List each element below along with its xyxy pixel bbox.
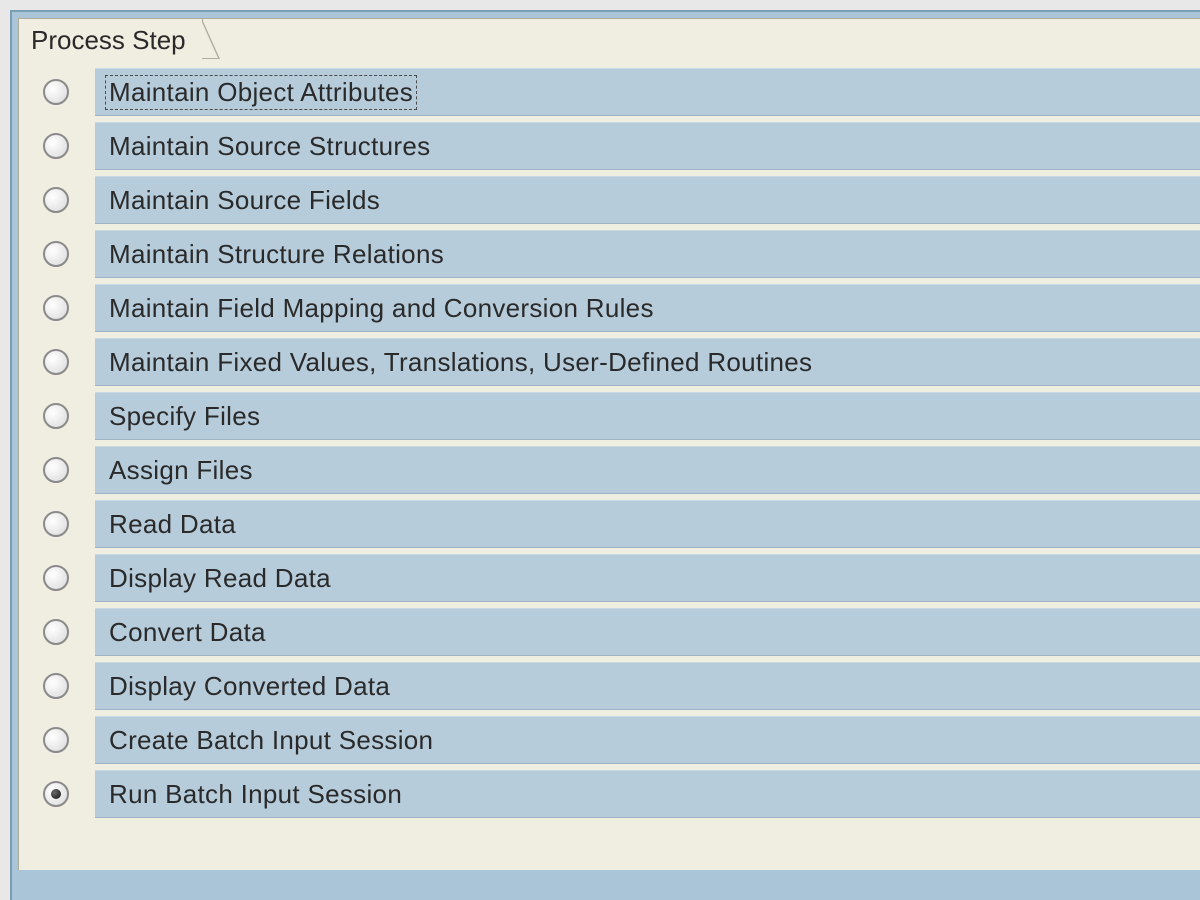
step-label: Maintain Fixed Values, Translations, Use… <box>105 345 816 380</box>
radio-wrap[interactable] <box>41 617 71 647</box>
step-row[interactable]: Maintain Field Mapping and Conversion Ru… <box>41 283 1200 333</box>
step-label-wrap[interactable]: Assign Files <box>95 446 1200 494</box>
step-label: Maintain Object Attributes <box>105 75 417 110</box>
radio-wrap[interactable] <box>41 455 71 485</box>
step-label: Create Batch Input Session <box>105 723 437 758</box>
radio-wrap[interactable] <box>41 293 71 323</box>
radio-button[interactable] <box>43 295 69 321</box>
tab-title: Process Step <box>31 25 186 56</box>
step-row[interactable]: Maintain Fixed Values, Translations, Use… <box>41 337 1200 387</box>
tab-process-step[interactable]: Process Step <box>19 19 203 59</box>
step-label-wrap[interactable]: Maintain Source Fields <box>95 176 1200 224</box>
step-row[interactable]: Maintain Structure Relations <box>41 229 1200 279</box>
radio-wrap[interactable] <box>41 563 71 593</box>
step-label-wrap[interactable]: Maintain Field Mapping and Conversion Ru… <box>95 284 1200 332</box>
radio-button[interactable] <box>43 187 69 213</box>
radio-button[interactable] <box>43 619 69 645</box>
radio-button[interactable] <box>43 133 69 159</box>
step-label-wrap[interactable]: Display Converted Data <box>95 662 1200 710</box>
radio-wrap[interactable] <box>41 77 71 107</box>
step-row[interactable]: Assign Files <box>41 445 1200 495</box>
radio-wrap[interactable] <box>41 401 71 431</box>
step-label: Run Batch Input Session <box>105 777 406 812</box>
step-label-wrap[interactable]: Run Batch Input Session <box>95 770 1200 818</box>
radio-button[interactable] <box>43 565 69 591</box>
radio-wrap[interactable] <box>41 779 71 809</box>
step-label: Convert Data <box>105 615 270 650</box>
radio-wrap[interactable] <box>41 509 71 539</box>
step-label: Assign Files <box>105 453 257 488</box>
radio-wrap[interactable] <box>41 671 71 701</box>
steps-list: Maintain Object Attributes Maintain Sourc… <box>19 59 1200 819</box>
step-row[interactable]: Convert Data <box>41 607 1200 657</box>
radio-button[interactable] <box>43 511 69 537</box>
radio-wrap[interactable] <box>41 347 71 377</box>
radio-button[interactable] <box>43 349 69 375</box>
radio-wrap[interactable] <box>41 725 71 755</box>
radio-button[interactable] <box>43 727 69 753</box>
radio-button[interactable] <box>43 781 69 807</box>
step-label: Display Converted Data <box>105 669 394 704</box>
step-row[interactable]: Display Read Data <box>41 553 1200 603</box>
step-label-wrap[interactable]: Maintain Source Structures <box>95 122 1200 170</box>
step-label-wrap[interactable]: Create Batch Input Session <box>95 716 1200 764</box>
step-label-wrap[interactable]: Maintain Structure Relations <box>95 230 1200 278</box>
step-label-wrap[interactable]: Display Read Data <box>95 554 1200 602</box>
step-row[interactable]: Read Data <box>41 499 1200 549</box>
step-label: Maintain Source Structures <box>105 129 434 164</box>
radio-button[interactable] <box>43 241 69 267</box>
step-label: Specify Files <box>105 399 264 434</box>
step-row[interactable]: Maintain Source Fields <box>41 175 1200 225</box>
step-label-wrap[interactable]: Read Data <box>95 500 1200 548</box>
step-label-wrap[interactable]: Maintain Object Attributes <box>95 68 1200 116</box>
step-label-wrap[interactable]: Maintain Fixed Values, Translations, Use… <box>95 338 1200 386</box>
step-row[interactable]: Maintain Source Structures <box>41 121 1200 171</box>
step-row[interactable]: Specify Files <box>41 391 1200 441</box>
step-label: Maintain Structure Relations <box>105 237 448 272</box>
step-label: Display Read Data <box>105 561 335 596</box>
step-label-wrap[interactable]: Specify Files <box>95 392 1200 440</box>
radio-button[interactable] <box>43 79 69 105</box>
process-panel: Process Step Maintain Object AttributesM… <box>10 10 1200 900</box>
step-row[interactable]: Maintain Object Attributes <box>41 67 1200 117</box>
step-row[interactable]: Run Batch Input Session <box>41 769 1200 819</box>
radio-wrap[interactable] <box>41 239 71 269</box>
step-label-wrap[interactable]: Convert Data <box>95 608 1200 656</box>
radio-button[interactable] <box>43 403 69 429</box>
tab-header: Process Step <box>19 19 1200 59</box>
step-label: Maintain Source Fields <box>105 183 384 218</box>
step-row[interactable]: Display Converted Data <box>41 661 1200 711</box>
radio-button[interactable] <box>43 673 69 699</box>
step-row[interactable]: Create Batch Input Session <box>41 715 1200 765</box>
radio-wrap[interactable] <box>41 131 71 161</box>
step-label: Maintain Field Mapping and Conversion Ru… <box>105 291 658 326</box>
tab-container: Process Step Maintain Object AttributesM… <box>18 18 1200 870</box>
radio-button[interactable] <box>43 457 69 483</box>
step-label: Read Data <box>105 507 240 542</box>
radio-wrap[interactable] <box>41 185 71 215</box>
